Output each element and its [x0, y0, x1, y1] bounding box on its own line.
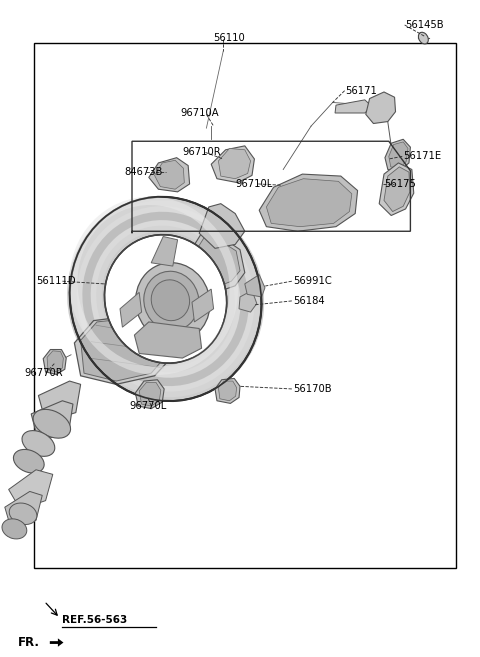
Ellipse shape — [144, 271, 199, 330]
Polygon shape — [239, 290, 257, 312]
Polygon shape — [135, 380, 164, 409]
Text: 96710A: 96710A — [180, 108, 218, 118]
Polygon shape — [245, 275, 265, 297]
Bar — [34, 43, 456, 568]
Polygon shape — [81, 318, 167, 381]
Text: 56184: 56184 — [293, 296, 324, 306]
Ellipse shape — [9, 503, 37, 524]
Polygon shape — [38, 381, 81, 422]
Polygon shape — [139, 382, 161, 406]
Polygon shape — [211, 146, 254, 183]
Polygon shape — [384, 167, 410, 212]
Text: 56171E: 56171E — [403, 151, 441, 162]
Ellipse shape — [151, 280, 190, 321]
Polygon shape — [149, 158, 190, 192]
Text: 96710R: 96710R — [182, 147, 221, 158]
Polygon shape — [9, 470, 53, 509]
Text: 96770L: 96770L — [130, 401, 167, 411]
Polygon shape — [47, 351, 63, 372]
Polygon shape — [199, 204, 245, 248]
Polygon shape — [43, 350, 66, 374]
Polygon shape — [335, 100, 372, 113]
Text: 56170B: 56170B — [293, 384, 331, 394]
Text: 84673B: 84673B — [125, 167, 163, 177]
Polygon shape — [155, 160, 184, 189]
Polygon shape — [385, 139, 410, 171]
Polygon shape — [259, 174, 358, 231]
Polygon shape — [379, 163, 414, 215]
Polygon shape — [134, 322, 202, 358]
Text: 56110: 56110 — [214, 33, 245, 43]
Text: REF.56-563: REF.56-563 — [62, 614, 128, 625]
Text: 56171: 56171 — [346, 85, 377, 96]
Text: 56145B: 56145B — [406, 20, 444, 30]
Ellipse shape — [419, 32, 428, 44]
Polygon shape — [266, 179, 352, 227]
Polygon shape — [194, 238, 240, 288]
Ellipse shape — [136, 263, 210, 342]
Text: 96770R: 96770R — [24, 368, 62, 378]
Ellipse shape — [33, 409, 71, 438]
Text: 56991C: 56991C — [293, 276, 332, 286]
Ellipse shape — [105, 235, 227, 363]
Ellipse shape — [2, 519, 27, 539]
Ellipse shape — [13, 449, 44, 473]
Text: 56111D: 56111D — [36, 276, 76, 286]
Polygon shape — [151, 237, 178, 266]
Polygon shape — [192, 289, 214, 322]
Ellipse shape — [22, 430, 55, 457]
Polygon shape — [215, 378, 240, 403]
Polygon shape — [389, 142, 408, 168]
Polygon shape — [187, 233, 245, 292]
Text: 56175: 56175 — [384, 179, 416, 189]
Polygon shape — [218, 148, 251, 179]
Polygon shape — [366, 92, 396, 124]
Text: FR.: FR. — [18, 636, 40, 649]
Text: 96710L: 96710L — [235, 179, 273, 189]
Polygon shape — [120, 292, 142, 327]
Polygon shape — [31, 401, 73, 442]
Polygon shape — [74, 315, 173, 384]
Polygon shape — [5, 491, 42, 527]
Polygon shape — [218, 381, 237, 401]
